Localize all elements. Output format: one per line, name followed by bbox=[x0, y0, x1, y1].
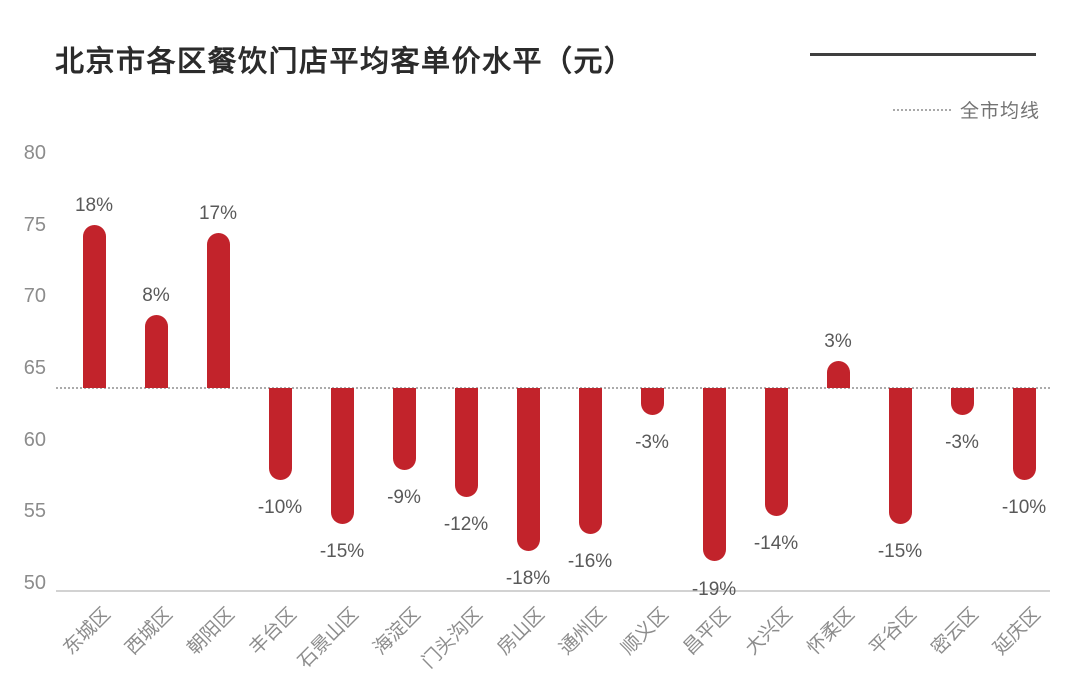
y-tick-label: 50 bbox=[23, 572, 46, 594]
bar-value-label: -12% bbox=[443, 514, 489, 535]
bar-value-label: -10% bbox=[1001, 496, 1047, 518]
y-tick-label: 60 bbox=[23, 428, 46, 451]
bar bbox=[82, 224, 106, 389]
x-axis-line bbox=[56, 590, 1050, 592]
y-tick-label: 65 bbox=[23, 357, 46, 379]
bar-value-label: -16% bbox=[567, 551, 613, 573]
bar bbox=[640, 388, 664, 416]
bar-value-label: -18% bbox=[505, 568, 551, 590]
y-tick-label: 75 bbox=[23, 213, 46, 236]
bar-value-label: 3% bbox=[824, 330, 852, 352]
bar-value-label: 17% bbox=[198, 203, 238, 225]
bar-value-label: 18% bbox=[74, 194, 114, 216]
bar bbox=[392, 388, 416, 470]
bar-value-label: -10% bbox=[257, 496, 303, 518]
bar bbox=[950, 388, 974, 416]
bar bbox=[268, 388, 292, 480]
bar-value-label: -19% bbox=[691, 578, 737, 600]
legend: 全市均线 bbox=[892, 96, 1040, 123]
bar-value-label: -14% bbox=[753, 532, 799, 554]
bar bbox=[144, 314, 168, 389]
bar bbox=[206, 233, 230, 389]
bar bbox=[702, 388, 726, 562]
bar-value-label: -3% bbox=[945, 432, 979, 454]
legend-label: 全市均线 bbox=[959, 101, 1040, 122]
bar-value-label: -3% bbox=[635, 432, 669, 454]
bar bbox=[764, 388, 788, 516]
bar bbox=[888, 388, 912, 525]
bar bbox=[516, 388, 540, 552]
average-baseline bbox=[56, 387, 1050, 390]
y-tick-label: 70 bbox=[23, 285, 46, 308]
legend-dotted-line-icon bbox=[892, 108, 951, 111]
bar bbox=[1012, 388, 1036, 480]
y-tick-label: 55 bbox=[23, 500, 46, 523]
title-accent-line bbox=[810, 53, 1036, 56]
y-tick-label: 80 bbox=[23, 142, 46, 164]
bar-value-label: 8% bbox=[142, 284, 170, 306]
bar-value-label: -15% bbox=[877, 541, 923, 563]
bar bbox=[578, 388, 602, 535]
chart-title: 北京市各区餐饮门店平均客单价水平（元） bbox=[55, 46, 635, 78]
bar-value-label: -9% bbox=[387, 486, 421, 508]
bar bbox=[454, 388, 478, 497]
bar bbox=[826, 360, 850, 389]
bar bbox=[330, 388, 354, 525]
bar-value-label: -15% bbox=[319, 541, 365, 563]
